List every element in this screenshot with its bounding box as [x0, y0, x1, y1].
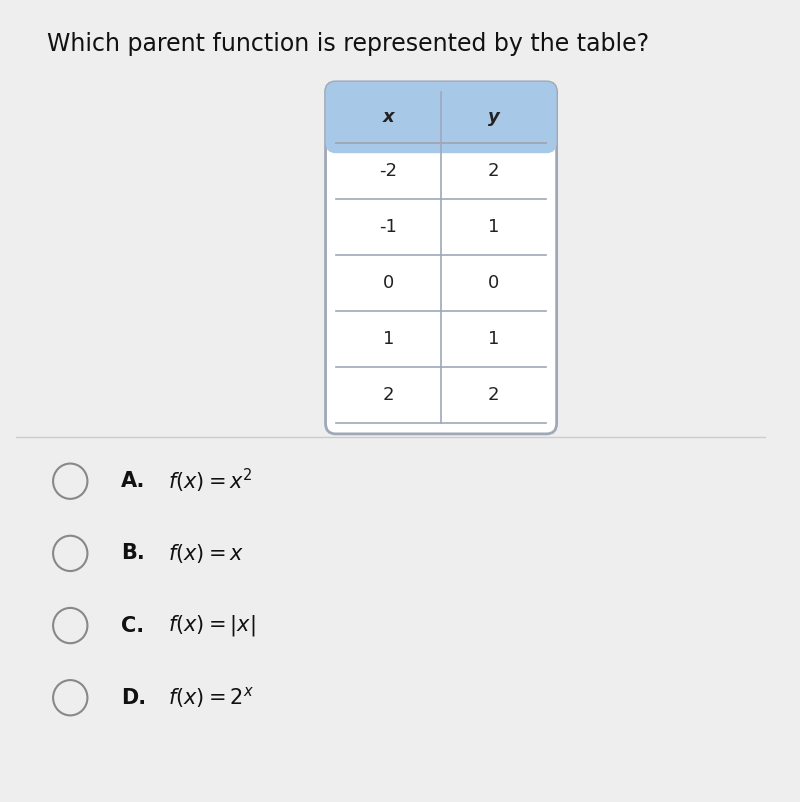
Text: 1: 1 — [382, 330, 394, 348]
Text: C.: C. — [121, 616, 144, 635]
FancyBboxPatch shape — [326, 82, 557, 153]
Text: $f(x) = |x|$: $f(x) = |x|$ — [168, 613, 255, 638]
Text: B.: B. — [121, 544, 145, 563]
Text: D.: D. — [121, 688, 146, 707]
Text: A.: A. — [121, 472, 146, 491]
Text: -1: -1 — [379, 218, 398, 236]
Text: -2: -2 — [379, 162, 398, 180]
Text: y: y — [488, 108, 500, 127]
Text: $f(x) = x^2$: $f(x) = x^2$ — [168, 467, 253, 496]
Text: $f(x) = x$: $f(x) = x$ — [168, 542, 244, 565]
Text: x: x — [382, 108, 394, 127]
Text: 0: 0 — [488, 274, 499, 292]
Text: $f(x) = 2^x$: $f(x) = 2^x$ — [168, 685, 254, 711]
FancyBboxPatch shape — [326, 82, 557, 434]
Text: 1: 1 — [488, 218, 499, 236]
Text: 2: 2 — [382, 387, 394, 404]
Text: 2: 2 — [488, 387, 499, 404]
Bar — [336, 115, 546, 143]
Text: Which parent function is represented by the table?: Which parent function is represented by … — [47, 32, 649, 56]
Text: 2: 2 — [488, 162, 499, 180]
Text: 1: 1 — [488, 330, 499, 348]
Text: 0: 0 — [382, 274, 394, 292]
